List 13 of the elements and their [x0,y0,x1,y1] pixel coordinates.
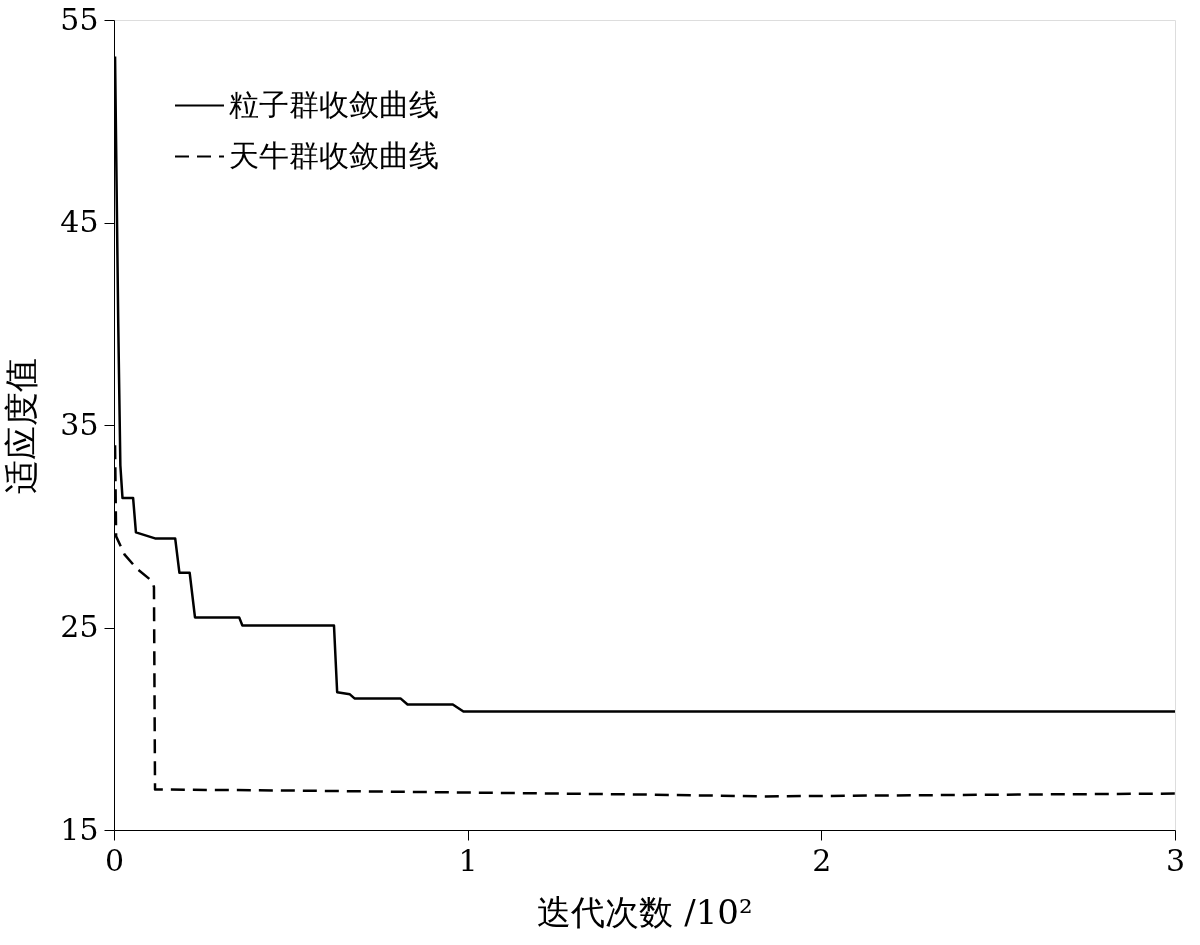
x-tick-label: 3 [1165,842,1186,878]
x-tick-label: 2 [812,842,832,878]
y-tick-label: 25 [60,609,99,644]
x-axis-title: 迭代次数 /10² [537,891,753,932]
x-tick-label: 0 [104,842,125,878]
y-tick-label: 15 [60,811,99,847]
y-tick-label: 45 [60,204,99,239]
legend-label: 天牛群收敛曲线 [229,137,439,173]
y-axis-title: 适应度值 [1,357,42,494]
y-tick-label: 35 [60,406,99,442]
y-tick-label: 55 [60,1,99,37]
legend-label: 粒子群收敛曲线 [229,86,439,122]
x-tick-label: 1 [458,842,478,878]
